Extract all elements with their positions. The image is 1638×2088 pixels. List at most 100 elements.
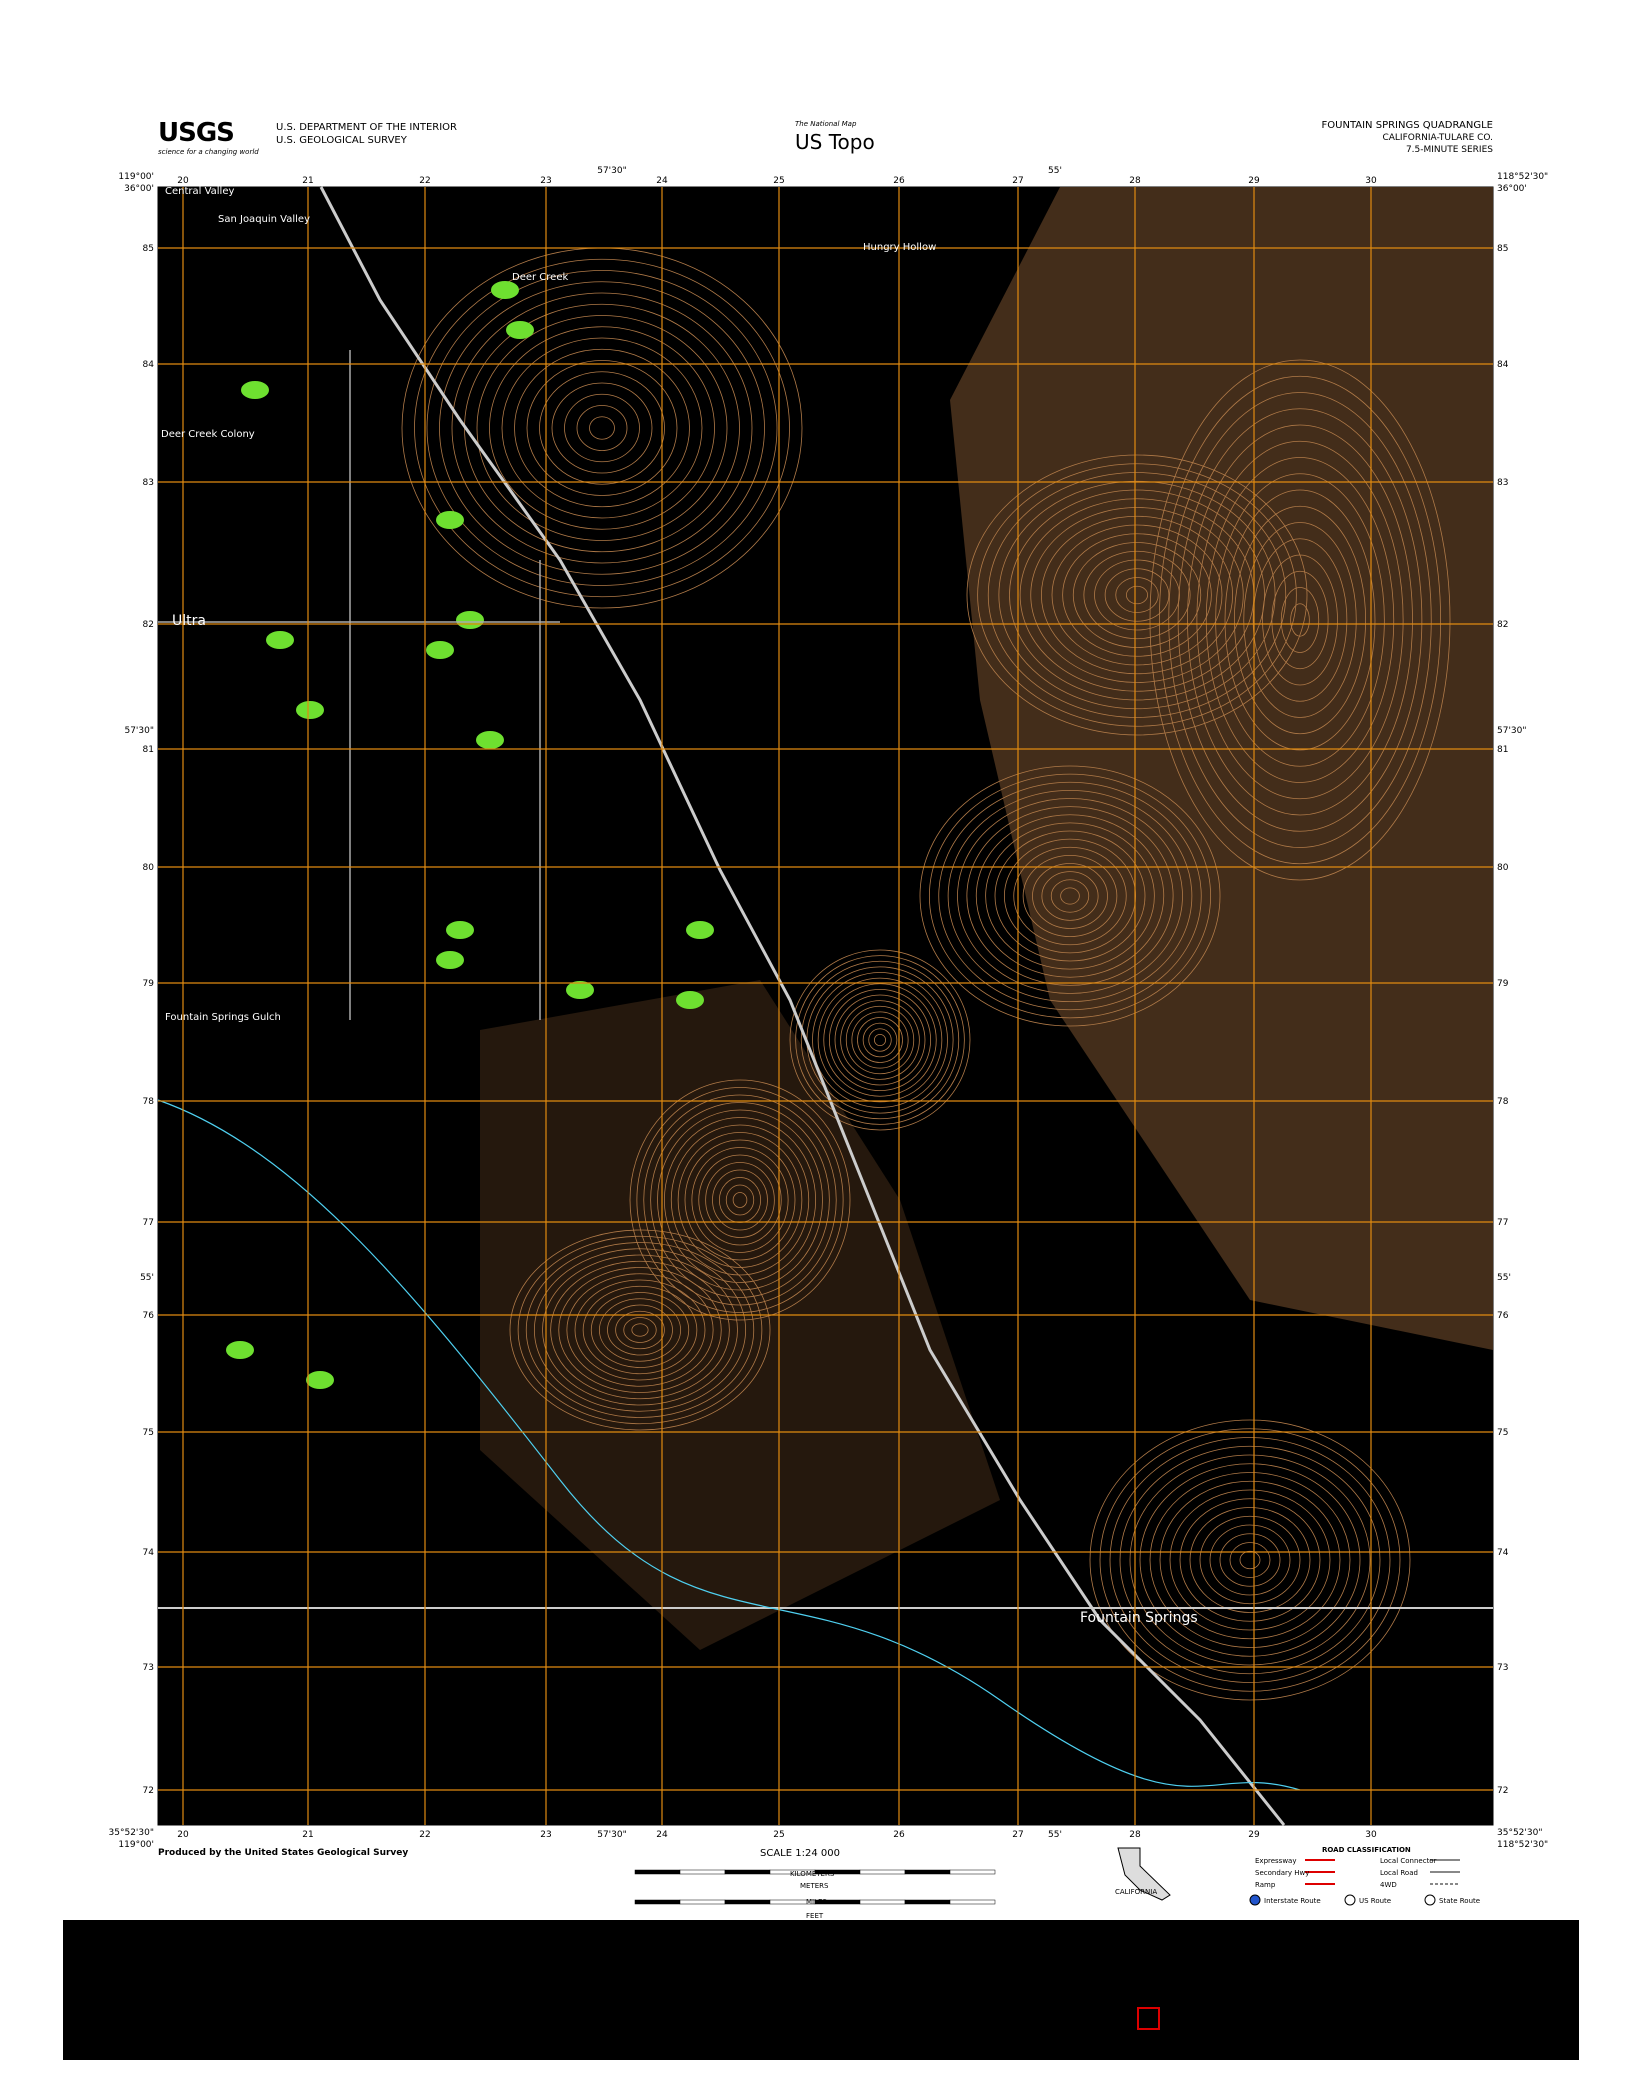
- terrain: [950, 187, 1493, 1350]
- easting-label: 28: [1129, 176, 1141, 186]
- contour: [1083, 550, 1191, 640]
- easting-label: 23: [540, 176, 551, 186]
- easting-label: 27: [1012, 176, 1023, 186]
- contour: [1119, 1445, 1381, 1675]
- contour: [598, 1298, 682, 1362]
- northing-label: 73: [143, 1663, 154, 1673]
- contour: [650, 1102, 830, 1298]
- contour: [873, 1033, 887, 1047]
- lat-label: 57'30": [1497, 726, 1527, 736]
- lat-label: 55': [140, 1273, 154, 1283]
- vegetation: [456, 611, 484, 629]
- legend-item: Local Road: [1380, 1869, 1418, 1877]
- contour: [1233, 505, 1367, 735]
- contour: [1099, 1428, 1401, 1692]
- contour: [663, 1117, 817, 1283]
- agency: U.S. DEPARTMENT OF THE INTERIOR: [276, 122, 457, 133]
- contour: [1072, 542, 1202, 648]
- northing-label: 79: [143, 979, 155, 989]
- unit: KILOMETERS: [790, 1870, 835, 1878]
- contour: [1271, 570, 1329, 670]
- contour: [1189, 1507, 1311, 1613]
- contour: [1149, 1472, 1351, 1648]
- easting-label: 30: [1365, 1830, 1377, 1840]
- contour: [1040, 515, 1234, 675]
- vegetation: [566, 981, 594, 999]
- contour: [574, 1279, 706, 1381]
- contour: [589, 416, 615, 440]
- contour: [1139, 1463, 1361, 1657]
- easting-label: 20: [177, 176, 189, 186]
- corner-coordinate: 119°00': [118, 1840, 154, 1850]
- lon-label: 57'30": [597, 1830, 627, 1840]
- contour: [712, 1169, 768, 1231]
- vegetation: [446, 921, 474, 939]
- contour: [1177, 408, 1423, 832]
- northing-label: 82: [1497, 620, 1508, 630]
- contour: [566, 1273, 714, 1387]
- contour: [812, 972, 948, 1108]
- contour: [1060, 887, 1080, 905]
- red-square: [1137, 2007, 1160, 2030]
- contour: [919, 765, 1221, 1027]
- lat-label: 55': [1497, 1273, 1511, 1283]
- contour: [1125, 585, 1149, 605]
- contour: [582, 1285, 698, 1375]
- contour: [868, 1028, 892, 1052]
- contour: [551, 382, 653, 474]
- legend-item: Interstate Route: [1264, 1897, 1321, 1905]
- easting-label: 21: [302, 1830, 313, 1840]
- contour: [1199, 1515, 1301, 1605]
- scale-bar: [679, 1869, 726, 1875]
- contour: [705, 1162, 775, 1238]
- place-label: Central Valley: [165, 186, 234, 197]
- contour: [732, 1192, 748, 1208]
- vegetation: [436, 511, 464, 529]
- place-label: Deer Creek Colony: [161, 429, 255, 440]
- northing-label: 73: [1497, 1663, 1508, 1673]
- contour: [823, 983, 937, 1097]
- easting-label: 25: [773, 1830, 784, 1840]
- contour: [1219, 1533, 1281, 1587]
- scale-bar: [724, 1899, 771, 1905]
- lon-label: 57'30": [597, 166, 627, 176]
- scale-bar: [679, 1899, 726, 1905]
- scale-bar: [634, 1869, 681, 1875]
- unit: MILES: [806, 1898, 827, 1906]
- contour: [684, 1139, 796, 1261]
- vegetation: [306, 1371, 334, 1389]
- northing-label: 75: [1497, 1428, 1508, 1438]
- contour: [1041, 871, 1099, 921]
- vegetation: [491, 281, 519, 299]
- contour: [1094, 559, 1180, 631]
- vegetation: [476, 731, 504, 749]
- scale-bar: [949, 1869, 996, 1875]
- contour: [947, 789, 1193, 1003]
- contour: [862, 1022, 898, 1058]
- contour: [525, 1242, 755, 1418]
- contour: [576, 405, 628, 451]
- scale: SCALE 1:24 000: [760, 1848, 840, 1859]
- contour: [1003, 838, 1137, 954]
- contour: [725, 1184, 755, 1216]
- unit: METERS: [800, 1882, 829, 1890]
- contour: [590, 1292, 690, 1368]
- contour: [1168, 392, 1432, 848]
- corner-coordinate: 118°52'30": [1497, 1840, 1548, 1850]
- northing-label: 72: [1497, 1786, 1508, 1796]
- northing-label: 81: [1497, 745, 1508, 755]
- vegetation: [506, 321, 534, 339]
- contour: [800, 960, 960, 1120]
- vegetation: [676, 991, 704, 1009]
- contour: [1051, 524, 1223, 666]
- contour: [1280, 587, 1320, 653]
- easting-label: 28: [1129, 1830, 1141, 1840]
- contour: [564, 393, 640, 463]
- legend-swatch: [1249, 1894, 1261, 1906]
- contour: [1109, 1437, 1391, 1683]
- contour: [1062, 533, 1212, 657]
- easting-label: 26: [893, 176, 905, 186]
- easting-label: 27: [1012, 1830, 1023, 1840]
